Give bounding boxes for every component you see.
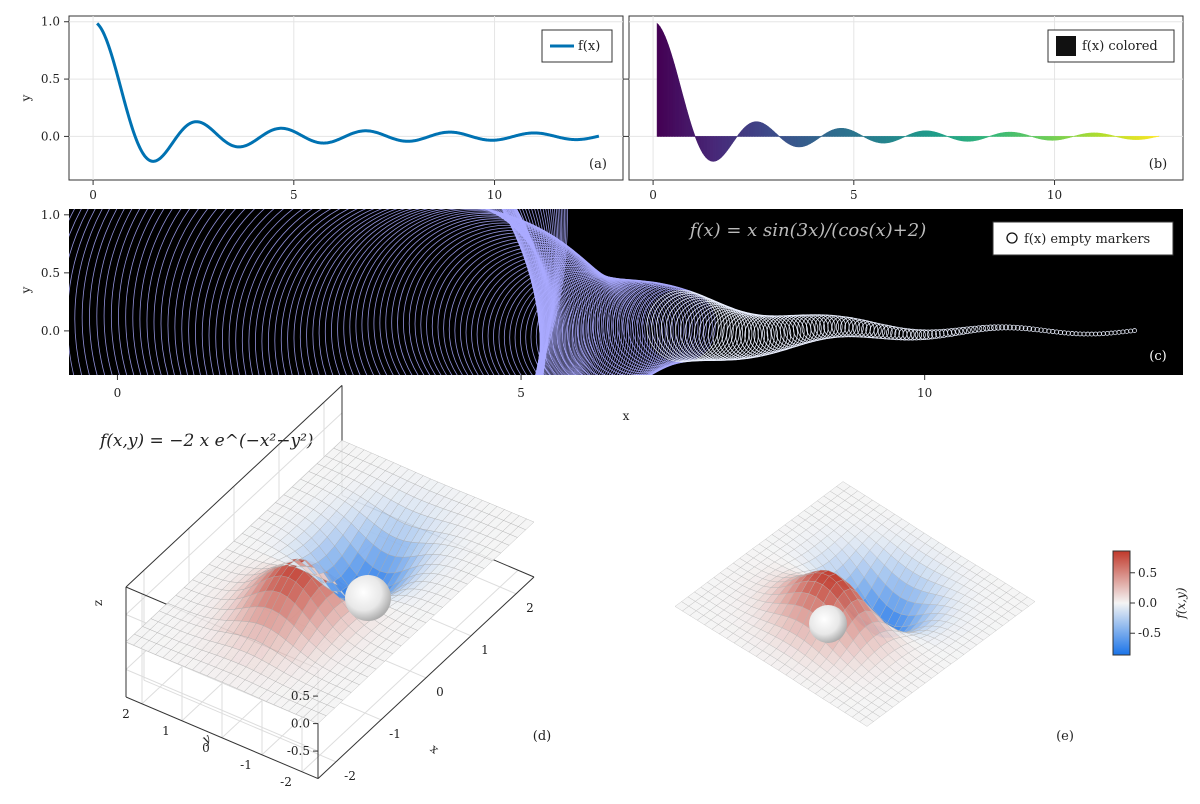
tick-label-z: 0.0	[291, 717, 310, 731]
panel-a-ylabel: y	[19, 94, 33, 102]
tick-label-y: 1.0	[41, 208, 60, 222]
panel-label-a: (a)	[589, 157, 607, 172]
panel-b-legend: f(x) colored	[1048, 30, 1174, 62]
panel-a: 0 5 10 0.0 0.5 1.0 y f(x) (a)	[19, 15, 623, 202]
panel-b: 0 5 10 f(x) colored (b)	[623, 16, 1183, 202]
surface-title: f(x,y) = −2 x e^(−x²−y²)	[98, 431, 314, 451]
tick-label-x: 10	[917, 386, 932, 400]
sphere-marker	[809, 605, 847, 643]
panel-e: 0.5 0.0 -0.5 f(x,y) (e)	[675, 482, 1188, 744]
tick-label-x: 10	[487, 188, 502, 202]
colorbar-tick-label: -0.5	[1138, 626, 1161, 640]
panel-e-surface	[675, 482, 1035, 727]
tick-label-z: 0.5	[291, 689, 310, 703]
panel-d-xlabel: x	[427, 741, 441, 756]
legend-label-colored: f(x) colored	[1082, 39, 1158, 54]
tick-label-x: -1	[389, 727, 401, 741]
tick-label-x: 0	[436, 685, 444, 699]
colorbar-ticks: 0.5 0.0 -0.5	[1130, 566, 1161, 640]
panel-label-e: (e)	[1056, 729, 1074, 744]
legend-label-markers: f(x) empty markers	[1024, 232, 1150, 247]
tick-label-y: 1.0	[41, 15, 60, 29]
legend-label-fx: f(x)	[578, 39, 600, 54]
tick-label-z: -0.5	[287, 744, 310, 758]
tick-label-y: 0.0	[41, 324, 60, 338]
panel-label-d: (d)	[533, 729, 551, 744]
colorbar-gradient	[1113, 551, 1130, 655]
colorbar-label: f(x,y)	[1174, 587, 1188, 619]
panel-d-zlabel: z	[91, 600, 105, 606]
tick-label-y: 2	[122, 707, 130, 721]
colorbar: 0.5 0.0 -0.5 f(x,y)	[1113, 551, 1188, 655]
colorbar-tick-label: 0.5	[1138, 566, 1157, 580]
tick-label-x: 0	[114, 386, 122, 400]
panel-d-surface	[126, 440, 534, 723]
panel-a-frame	[69, 16, 623, 180]
panel-a-legend: f(x)	[542, 30, 612, 62]
tick-label-y: 0.5	[41, 72, 60, 86]
sphere-marker	[345, 575, 391, 621]
panel-label-b: (b)	[1149, 157, 1167, 172]
tick-label-x: 0	[649, 188, 657, 202]
tick-label-x: 5	[850, 188, 858, 202]
colorbar-tick-label: 0.0	[1138, 596, 1157, 610]
tick-label-x: 2	[526, 601, 534, 615]
panel-c-ylabel: y	[19, 286, 33, 294]
panel-c-xlabel: x	[623, 409, 630, 423]
panel-c-legend: f(x) empty markers	[993, 222, 1173, 255]
tick-label-y: 1	[162, 724, 170, 738]
legend-fill-swatch	[1056, 36, 1076, 56]
panel-label-c: (c)	[1149, 349, 1166, 364]
tick-label-x: 5	[290, 188, 298, 202]
tick-label-y: -2	[280, 775, 292, 789]
tick-label-x: -2	[344, 769, 356, 783]
tick-label-x: 1	[481, 643, 489, 657]
tick-label-y: 0.0	[41, 129, 60, 143]
tick-label-x: 5	[517, 386, 525, 400]
tick-label-y: -1	[240, 758, 252, 772]
tick-label-y: 0.5	[41, 266, 60, 280]
tick-label-x: 0	[89, 188, 97, 202]
panel-c-annotation: f(x) = x sin(3x)/(cos(x)+2)	[688, 220, 927, 241]
tick-label-x: 10	[1047, 188, 1062, 202]
